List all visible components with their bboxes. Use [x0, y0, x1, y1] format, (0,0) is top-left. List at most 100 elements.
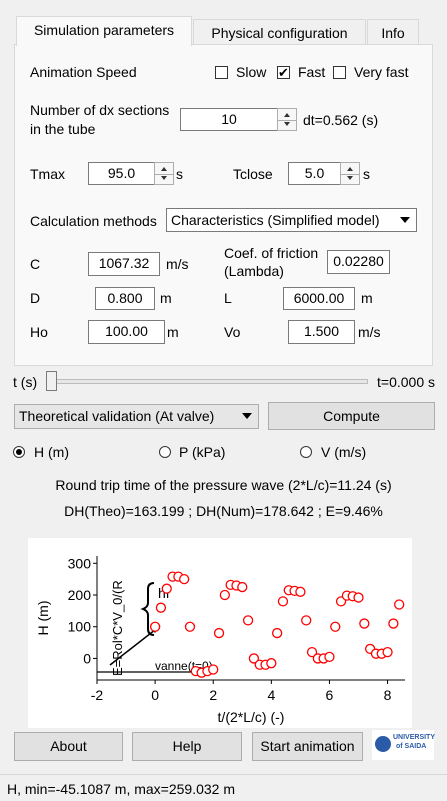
label: C: [30, 256, 41, 272]
y-axis-label: H (m): [35, 601, 51, 636]
number-input[interactable]: 10: [180, 108, 278, 131]
x-tick-label: 2: [209, 687, 217, 703]
checkbox[interactable]: ✔: [277, 65, 290, 80]
text-input[interactable]: 0.800: [95, 287, 155, 310]
text-input[interactable]: 0.02280: [327, 250, 390, 274]
tab-selected[interactable]: Simulation parameters: [16, 16, 192, 46]
status-text: H, min=-45.1087 m, max=259.032 m: [7, 781, 236, 797]
radio[interactable]: [300, 446, 312, 458]
x-tick-label: 8: [384, 687, 392, 703]
compute-button[interactable]: Compute: [268, 402, 435, 430]
label: Animation Speed: [30, 64, 137, 80]
data-point: [388, 618, 399, 629]
logo-text: of SAIDA: [396, 743, 427, 750]
tab[interactable]: Physical configuration: [193, 19, 366, 45]
label: Tclose: [233, 166, 273, 182]
label: Tmax: [30, 166, 65, 182]
help-button[interactable]: Help: [132, 732, 242, 761]
data-point: [306, 646, 318, 658]
data-point: [208, 664, 219, 675]
text-input[interactable]: 1.500: [288, 320, 355, 344]
y-tick-label: 300: [68, 555, 92, 571]
x-axis-label: t/(2*L/c) (-): [218, 709, 285, 725]
label: in the tube: [30, 121, 96, 137]
checkbox-label: Very fast: [354, 64, 409, 80]
data-point: [394, 599, 405, 610]
tab-panel: [14, 44, 433, 366]
about-button[interactable]: About: [14, 732, 123, 761]
checkbox[interactable]: [215, 66, 228, 79]
data-point: [359, 618, 370, 629]
label: t (s): [13, 374, 38, 390]
label: Calculation methods: [30, 213, 157, 229]
data-point: [330, 621, 341, 632]
spinner[interactable]: [340, 162, 360, 185]
radio-label: P (kPa): [179, 444, 226, 460]
slider-readout: t=0.000 s: [377, 374, 435, 390]
data-point: [242, 615, 254, 626]
slider-track: [50, 379, 368, 384]
info-text: DH(Theo)=163.199 ; DH(Num)=178.642 ; E=9…: [64, 503, 383, 519]
radio[interactable]: [13, 446, 25, 458]
dropdown[interactable]: Theoretical validation (At valve): [14, 404, 259, 429]
data-point: [219, 589, 230, 601]
checkbox-label: Fast: [298, 64, 326, 80]
start-button[interactable]: Start animation: [252, 732, 363, 761]
checkbox-label: Slow: [236, 64, 267, 80]
brace: [140, 582, 155, 636]
data-point: [272, 627, 283, 639]
dropdown[interactable]: Characteristics (Simplified model): [166, 208, 417, 232]
label: Ho: [30, 324, 48, 340]
y-tick-label: 100: [68, 619, 92, 635]
data-point: [161, 583, 172, 594]
data-point: [248, 653, 260, 664]
data-point: [382, 646, 393, 658]
radio-label: H (m): [34, 444, 69, 460]
unit: m/s: [358, 324, 381, 340]
y-tick-label: 200: [68, 587, 92, 603]
label: (Lambda): [224, 263, 284, 279]
data-point: [324, 651, 335, 662]
y-tick-label: 0: [83, 650, 91, 666]
annotation: E=Rol*C*V_0/(R: [110, 580, 125, 676]
info-text: Round trip time of the pressure wave (2*…: [55, 477, 392, 493]
unit: m: [160, 290, 172, 306]
label: Number of dx sections: [30, 102, 170, 118]
chart: E=Rol*C*V_0/(R vanne(t=0) hf 0100200300-…: [28, 538, 412, 728]
data-point: [353, 592, 364, 603]
unit: m: [167, 324, 179, 340]
unit: s: [176, 166, 183, 182]
slider-thumb[interactable]: [46, 371, 57, 391]
x-tick-label: 6: [326, 687, 334, 703]
tab[interactable]: Info: [367, 19, 419, 45]
data-point: [295, 586, 306, 597]
text-input[interactable]: 6000.00: [283, 287, 355, 310]
label: D: [30, 290, 41, 306]
data-point: [149, 621, 161, 632]
data-point: [266, 658, 277, 669]
label: dt=0.562 (s): [303, 112, 379, 128]
text-input[interactable]: 100.00: [88, 320, 165, 344]
label: L: [224, 290, 232, 306]
spinner[interactable]: [277, 108, 297, 131]
spinner[interactable]: [154, 162, 174, 185]
data-point: [179, 574, 190, 585]
arrow: [109, 625, 161, 666]
logo: UNIVERSITY of SAIDA: [372, 730, 436, 760]
logo-emblem: [375, 736, 391, 752]
data-point: [184, 621, 196, 632]
unit: s: [363, 166, 370, 182]
data-point: [155, 602, 167, 613]
number-input[interactable]: 95.0: [88, 162, 155, 185]
text-input[interactable]: 1067.32: [88, 252, 160, 276]
logo-text: UNIVERSITY: [393, 734, 436, 741]
annotation: hf: [158, 585, 170, 601]
x-tick-label: 4: [267, 687, 275, 703]
radio[interactable]: [159, 446, 171, 458]
unit: m/s: [166, 256, 189, 272]
status-bar: [0, 774, 447, 801]
data-point: [301, 615, 312, 626]
number-input[interactable]: 5.0: [288, 162, 341, 185]
checkbox[interactable]: [333, 66, 346, 79]
x-tick-label: -2: [91, 687, 104, 703]
